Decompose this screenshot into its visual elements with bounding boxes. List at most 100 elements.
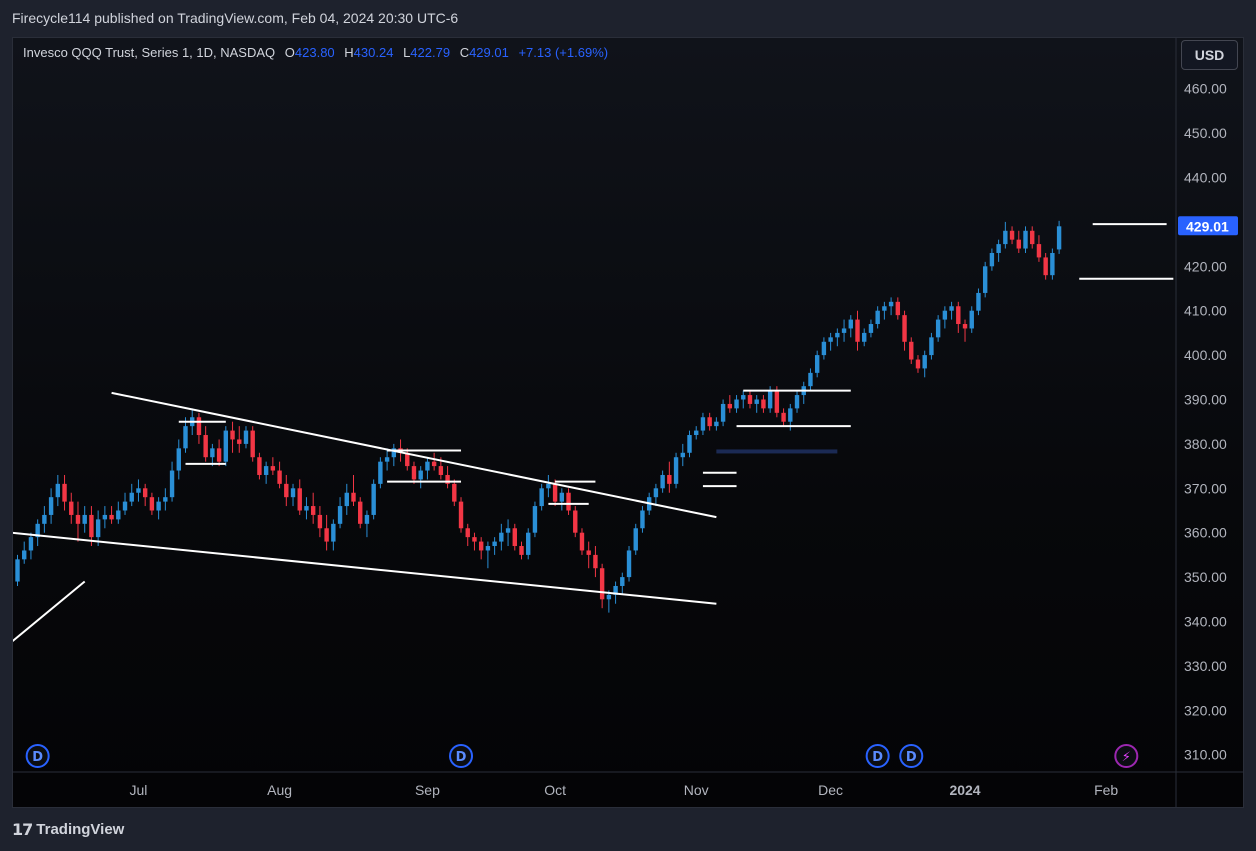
candle-body <box>882 306 887 311</box>
candle-body <box>176 448 181 471</box>
candle-body <box>942 310 948 320</box>
candle <box>48 488 54 524</box>
candle <box>425 457 430 480</box>
dividend-event-badge[interactable] <box>899 744 924 768</box>
trendline <box>13 531 717 605</box>
candle <box>384 448 390 471</box>
candle-body <box>391 448 397 458</box>
candle-body <box>297 488 302 511</box>
candle <box>337 497 343 529</box>
candle-body <box>371 483 376 515</box>
high-label: H <box>344 45 354 60</box>
candle <box>263 461 269 484</box>
candle <box>579 528 585 555</box>
close-label: C <box>459 45 470 60</box>
candle <box>505 519 511 547</box>
candle <box>69 492 74 524</box>
candle-body <box>492 541 497 547</box>
candle-body <box>848 319 853 329</box>
candle <box>445 466 450 489</box>
candle <box>996 239 1001 262</box>
time-tick-label: Oct <box>544 782 566 798</box>
candle-body <box>841 328 847 333</box>
time-tick-label: Dec <box>818 782 843 798</box>
candle-body <box>875 310 880 325</box>
plot-area[interactable] <box>4 220 1174 648</box>
candle-body <box>263 466 269 475</box>
candle <box>888 297 894 316</box>
candle <box>411 461 417 484</box>
candle-body <box>687 435 692 453</box>
candle-body <box>888 301 894 307</box>
dividend-event-badge[interactable] <box>25 744 50 768</box>
candle-body <box>216 448 222 462</box>
candle <box>734 395 739 413</box>
candle <box>976 288 981 316</box>
candle-body <box>304 506 309 511</box>
candle <box>183 417 188 453</box>
candle <box>310 492 316 524</box>
symbol-legend[interactable]: Invesco QQQ Trust, Series 1, 1D, NASDAQ … <box>23 45 608 60</box>
tradingview-logo[interactable]: 17 TradingView <box>12 820 124 839</box>
open-label: O <box>284 45 295 60</box>
candle <box>472 532 477 551</box>
candle-body <box>129 492 134 502</box>
candle <box>149 492 155 515</box>
candle <box>203 426 208 462</box>
candle-body <box>89 514 94 538</box>
candle <box>855 310 860 351</box>
dividend-event-badge[interactable] <box>449 744 474 768</box>
trendline <box>111 391 717 519</box>
candle <box>331 519 336 551</box>
candle-body <box>1036 244 1042 258</box>
candle <box>680 443 685 467</box>
candle <box>633 523 638 555</box>
price-tick-label: 440.00 <box>1184 170 1227 186</box>
candle-body <box>579 532 585 551</box>
candle-body <box>458 501 464 529</box>
candle <box>405 448 410 471</box>
candle-body <box>606 594 612 600</box>
candle-body <box>485 546 491 551</box>
currency-button[interactable]: USD <box>1181 40 1238 70</box>
candle-body <box>956 306 961 325</box>
dividend-event-badge[interactable] <box>865 744 890 768</box>
candle <box>344 483 349 515</box>
price-tick-label: 380.00 <box>1184 436 1227 452</box>
candle <box>956 301 961 333</box>
candle-body <box>734 399 739 409</box>
candle-body <box>310 506 316 515</box>
candle <box>210 443 215 467</box>
candle-body <box>257 457 262 475</box>
candle-body <box>1023 230 1028 249</box>
candle <box>378 457 383 489</box>
candle-body <box>835 332 840 338</box>
price-tick-label: 310.00 <box>1184 747 1227 763</box>
candle <box>821 337 827 360</box>
candle <box>22 541 27 564</box>
candle <box>982 261 988 298</box>
candle-body <box>868 324 874 333</box>
candle <box>962 319 968 342</box>
candle <box>136 479 141 502</box>
candle-body <box>754 399 759 404</box>
candle-body <box>613 585 618 595</box>
candle-body <box>996 244 1001 253</box>
candle <box>465 523 470 547</box>
candle <box>566 488 571 515</box>
candle-body <box>116 510 121 520</box>
candle <box>573 506 578 538</box>
symbol-title: Invesco QQQ Trust, Series 1, 1D, NASDAQ <box>23 45 276 60</box>
candle-body <box>620 577 625 586</box>
candle <box>55 474 61 507</box>
candle-body <box>720 403 726 422</box>
candle <box>223 426 229 467</box>
trendline <box>13 580 86 643</box>
candle <box>216 439 222 467</box>
candle <box>761 395 766 413</box>
candle-body <box>317 514 323 529</box>
candle-body <box>122 501 128 511</box>
candle-body <box>109 514 114 520</box>
flash-event-icon[interactable] <box>1114 744 1139 768</box>
